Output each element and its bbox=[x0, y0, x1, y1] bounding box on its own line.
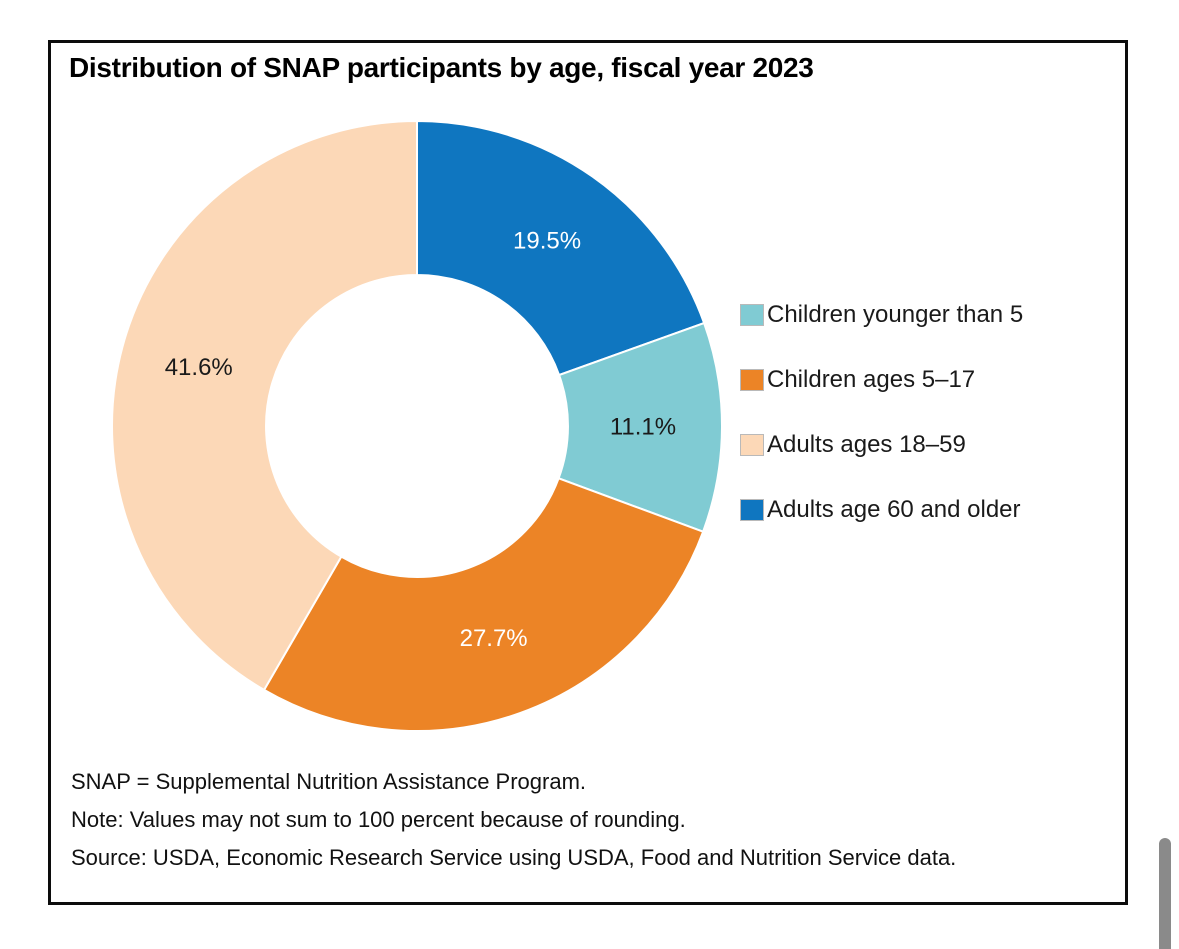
legend-swatch bbox=[740, 369, 764, 391]
legend-item: Children ages 5–17 bbox=[740, 366, 1023, 393]
slice-percentage-label: 19.5% bbox=[513, 228, 581, 255]
slice-percentage-label: 41.6% bbox=[165, 354, 233, 381]
donut-slice-labels: 19.5% 11.1% 27.7% 41.6% bbox=[165, 228, 676, 652]
donut-slice bbox=[110, 119, 418, 692]
slice-percentage-label: 27.7% bbox=[460, 625, 528, 652]
legend-item: Adults ages 18–59 bbox=[740, 431, 1023, 458]
slice-percentage-label: 11.1% bbox=[610, 414, 676, 441]
note-snap-definition: SNAP = Supplemental Nutrition Assistance… bbox=[71, 769, 587, 794]
note-rounding: Note: Values may not sum to 100 percent … bbox=[71, 807, 686, 832]
donut-slices bbox=[110, 119, 723, 732]
legend-item: Children younger than 5 bbox=[740, 301, 1024, 328]
chart-legend: Children younger than 5 Children ages 5–1… bbox=[740, 301, 1024, 523]
legend-label: Children ages 5–17 bbox=[767, 366, 976, 393]
legend-swatch bbox=[740, 304, 764, 326]
legend-label: Children younger than 5 bbox=[767, 301, 1024, 328]
legend-swatch bbox=[740, 499, 764, 521]
legend-item: Adults age 60 and older bbox=[740, 496, 1023, 523]
donut-slice bbox=[416, 119, 706, 377]
donut-slice bbox=[262, 477, 705, 732]
chart-title: Distribution of SNAP participants by age… bbox=[69, 52, 814, 83]
legend-label: Adults age 60 and older bbox=[767, 496, 1021, 523]
legend-swatch bbox=[740, 434, 764, 456]
vertical-scrollbar-thumb[interactable] bbox=[1159, 838, 1171, 949]
legend-label: Adults ages 18–59 bbox=[767, 431, 966, 458]
note-source: Source: USDA, Economic Research Service … bbox=[71, 845, 957, 870]
donut-chart: 19.5% 11.1% 27.7% 41.6% bbox=[110, 119, 723, 732]
chart-notes: SNAP = Supplemental Nutrition Assistance… bbox=[71, 763, 956, 877]
